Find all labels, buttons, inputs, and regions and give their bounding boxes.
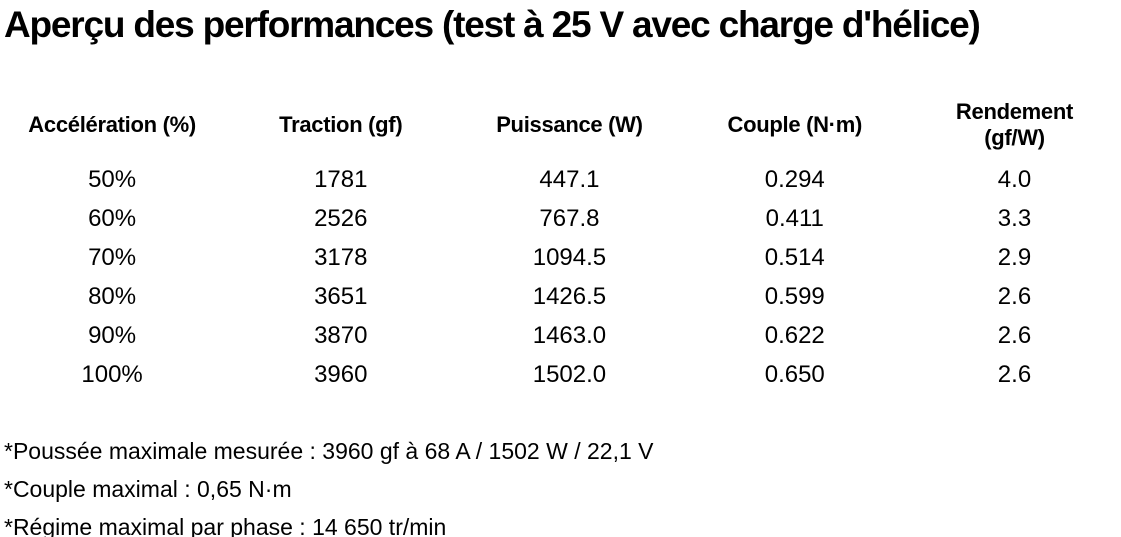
table-cell: 0.622 xyxy=(764,321,825,349)
table-cell: 100% xyxy=(81,360,143,388)
table-row: 60% 2526 767.8 0.411 3.3 xyxy=(0,199,1121,238)
table-cell: 1781 xyxy=(314,165,368,193)
table-cell: 0.599 xyxy=(764,282,825,310)
column-header-rendement: Rendement (gf/W) xyxy=(908,90,1121,160)
table-header-row: Accélération (%) Traction (gf) Puissance… xyxy=(0,90,1121,160)
table-cell: 3178 xyxy=(314,243,368,271)
table-cell: 60% xyxy=(88,204,137,232)
table-row: 50% 1781 447.1 0.294 4.0 xyxy=(0,160,1121,199)
column-header-puissance: Puissance (W) xyxy=(496,112,643,137)
column-header-acceleration: Accélération (%) xyxy=(28,112,196,137)
performance-table: Accélération (%) Traction (gf) Puissance… xyxy=(0,90,1121,394)
table-cell: 70% xyxy=(88,243,137,271)
table-cell: 0.294 xyxy=(764,165,825,193)
footnotes-section: *Poussée maximale mesurée : 3960 gf à 68… xyxy=(0,432,1121,537)
table-cell: 2.6 xyxy=(997,360,1032,388)
table-cell: 3651 xyxy=(314,282,368,310)
table-cell: 2.9 xyxy=(997,243,1032,271)
footnote-max-thrust: *Poussée maximale mesurée : 3960 gf à 68… xyxy=(4,438,654,464)
table-body: 50% 1781 447.1 0.294 4.0 60% 2526 767.8 … xyxy=(0,160,1121,394)
table-cell: 1502.0 xyxy=(532,360,607,388)
table-cell: 2.6 xyxy=(997,321,1032,349)
column-header-traction: Traction (gf) xyxy=(279,112,403,137)
table-cell: 2.6 xyxy=(997,282,1032,310)
table-cell: 3870 xyxy=(314,321,368,349)
table-row: 70% 3178 1094.5 0.514 2.9 xyxy=(0,238,1121,277)
table-cell: 1463.0 xyxy=(532,321,607,349)
table-row: 80% 3651 1426.5 0.599 2.6 xyxy=(0,277,1121,316)
column-header-rendement-line2: (gf/W) xyxy=(984,125,1045,150)
footnote-max-rpm: *Régime maximal par phase : 14 650 tr/mi… xyxy=(4,514,447,537)
table-cell: 90% xyxy=(88,321,137,349)
table-cell: 50% xyxy=(88,165,137,193)
table-cell: 3.3 xyxy=(997,204,1032,232)
table-row: 100% 3960 1502.0 0.650 2.6 xyxy=(0,355,1121,394)
table-cell: 447.1 xyxy=(539,165,600,193)
page-title: Aperçu des performances (test à 25 V ave… xyxy=(4,4,981,45)
table-cell: 0.514 xyxy=(764,243,825,271)
table-row: 90% 3870 1463.0 0.622 2.6 xyxy=(0,316,1121,355)
table-cell: 4.0 xyxy=(997,165,1032,193)
table-cell: 2526 xyxy=(314,204,368,232)
footnote-max-torque: *Couple maximal : 0,65 N·m xyxy=(4,476,292,502)
table-cell: 1426.5 xyxy=(532,282,607,310)
table-cell: 3960 xyxy=(314,360,368,388)
table-cell: 80% xyxy=(88,282,137,310)
column-header-rendement-line1: Rendement xyxy=(955,99,1074,124)
table-cell: 0.411 xyxy=(765,204,824,232)
table-header: Accélération (%) Traction (gf) Puissance… xyxy=(0,90,1121,160)
column-header-couple: Couple (N·m) xyxy=(727,112,863,137)
table-cell: 767.8 xyxy=(539,204,600,232)
table-cell: 0.650 xyxy=(764,360,825,388)
table-cell: 1094.5 xyxy=(532,243,607,271)
